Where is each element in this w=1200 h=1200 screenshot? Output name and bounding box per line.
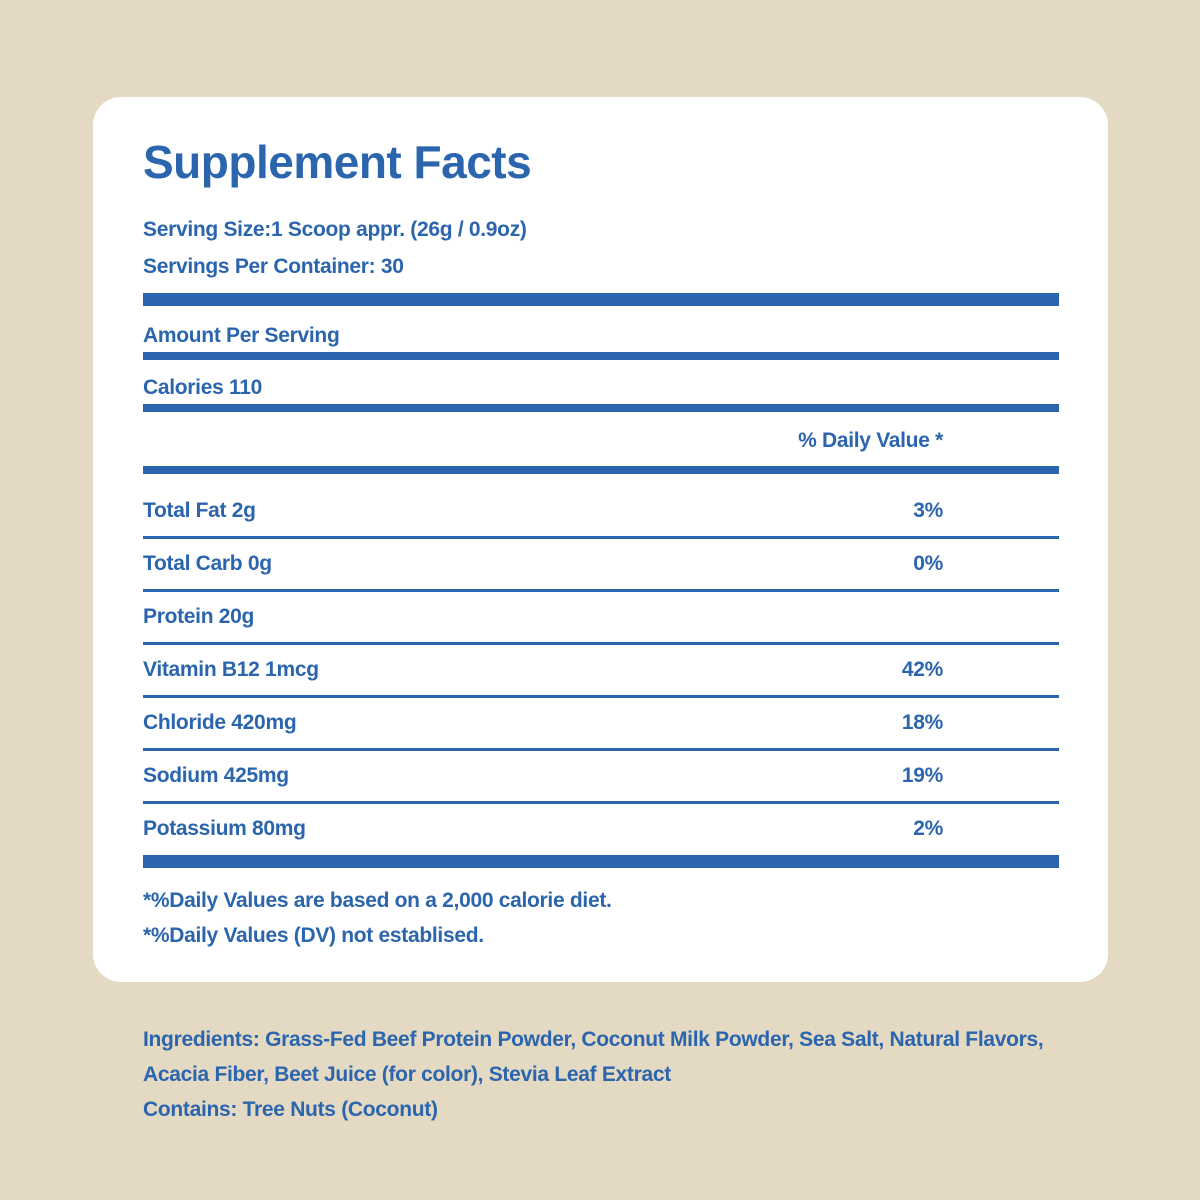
nutrient-row-chloride: Chloride 420mg 18% — [143, 710, 1059, 736]
nutrient-row-protein: Protein 20g — [143, 604, 1059, 630]
nutrient-label: Potassium 80mg — [143, 817, 306, 840]
nutrient-label: Total Fat 2g — [143, 499, 256, 522]
daily-value-header: % Daily Value * — [798, 429, 943, 452]
nutrient-daily-value: 3% — [913, 499, 943, 522]
nutrient-daily-value: 0% — [913, 552, 943, 575]
nutrient-daily-value: 2% — [913, 817, 943, 840]
nutrient-daily-value: 42% — [901, 658, 943, 681]
ingredients-text: Ingredients: Grass-Fed Beef Protein Powd… — [143, 1028, 1044, 1086]
divider-medium-3 — [143, 466, 1059, 474]
nutrient-daily-value: 18% — [901, 711, 943, 734]
footnote-dv-not-established: *%Daily Values (DV) not establised. — [143, 924, 484, 947]
supplement-facts-panel: Supplement Facts Serving Size:1 Scoop ap… — [93, 97, 1108, 982]
ingredients-block: Ingredients: Grass-Fed Beef Protein Powd… — [143, 1022, 1099, 1127]
contains-text: Contains: Tree Nuts (Coconut) — [143, 1098, 438, 1121]
nutrient-row-vitamin-b12: Vitamin B12 1mcg 42% — [143, 657, 1059, 683]
nutrient-label: Sodium 425mg — [143, 764, 289, 787]
serving-size-line: Serving Size:1 Scoop appr. (26g / 0.9oz) — [143, 218, 527, 241]
divider-thin-1 — [143, 536, 1059, 539]
nutrient-label: Total Carb 0g — [143, 552, 272, 575]
amount-per-serving-header: Amount Per Serving — [143, 324, 340, 347]
calories-line: Calories 110 — [143, 376, 262, 399]
nutrient-label: Protein 20g — [143, 605, 255, 628]
divider-thin-5 — [143, 748, 1059, 751]
divider-thin-4 — [143, 695, 1059, 698]
divider-thin-3 — [143, 642, 1059, 645]
divider-thin-6 — [143, 801, 1059, 804]
divider-medium-2 — [143, 404, 1059, 412]
divider-medium-1 — [143, 352, 1059, 360]
divider-thick-bottom — [143, 855, 1059, 868]
servings-per-container-line: Servings Per Container: 30 — [143, 255, 404, 278]
panel-title: Supplement Facts — [143, 136, 532, 188]
nutrient-row-sodium: Sodium 425mg 19% — [143, 763, 1059, 789]
divider-thin-2 — [143, 589, 1059, 592]
nutrient-row-total-fat: Total Fat 2g 3% — [143, 498, 1059, 524]
nutrient-row-total-carb: Total Carb 0g 0% — [143, 551, 1059, 577]
footnote-daily-values: *%Daily Values are based on a 2,000 calo… — [143, 889, 612, 912]
divider-thick-top — [143, 293, 1059, 306]
nutrient-row-potassium: Potassium 80mg 2% — [143, 816, 1059, 842]
nutrient-daily-value: 19% — [901, 764, 943, 787]
nutrient-label: Chloride 420mg — [143, 711, 297, 734]
nutrient-label: Vitamin B12 1mcg — [143, 658, 319, 681]
